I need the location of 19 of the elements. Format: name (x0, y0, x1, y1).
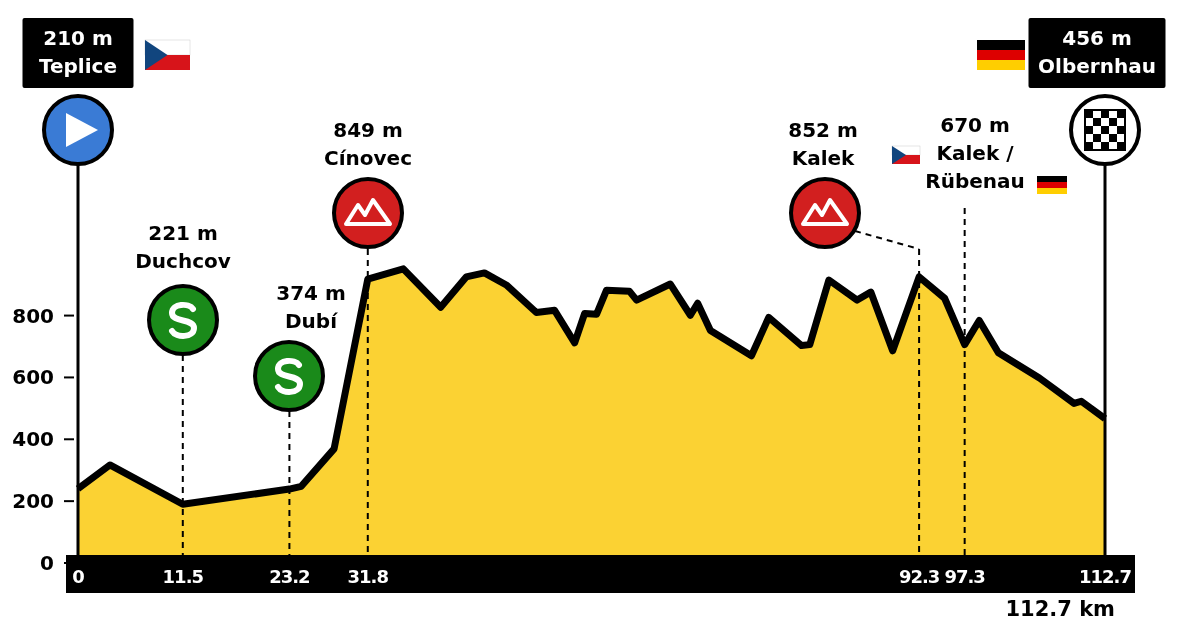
text: 210 m Teplice (39, 26, 117, 78)
x-tick-label: 97.3 (944, 566, 986, 587)
y-tick-label: 800 (12, 303, 54, 328)
y-tick-label: 600 (12, 365, 54, 390)
x-tick-label: 23.2 (269, 566, 310, 587)
annotation: 849 m Cínovec (324, 118, 412, 170)
x-tick-label: 112.7 (1079, 566, 1132, 587)
text: 112.7 km (1005, 597, 1115, 621)
annotation: 670 m Kalek / Rübenau (925, 113, 1025, 193)
x-tick-label: 11.5 (162, 566, 204, 587)
annotation: 374 m Dubí (276, 281, 346, 333)
annotation: 221 m Duchcov (135, 221, 231, 273)
annotation: 852 m Kalek (788, 118, 858, 170)
x-tick-label: 0 (72, 566, 85, 587)
text: 456 m Olbernhau (1038, 26, 1156, 78)
x-tick-label: 92.3 (898, 566, 940, 587)
y-tick-label: 400 (12, 427, 54, 452)
x-tick-label: 31.8 (347, 566, 389, 587)
y-tick-label: 200 (12, 489, 54, 514)
